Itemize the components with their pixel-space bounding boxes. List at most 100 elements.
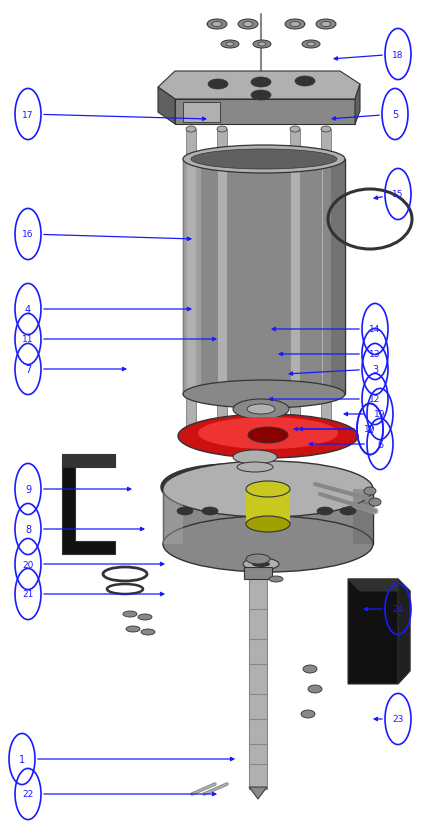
Ellipse shape [307,43,315,47]
Ellipse shape [183,146,345,174]
Bar [244,567,272,579]
Polygon shape [62,455,115,467]
Ellipse shape [246,481,290,497]
Ellipse shape [186,427,196,433]
Bar [217,130,227,429]
Text: 7: 7 [25,365,31,375]
Ellipse shape [301,710,315,718]
Ellipse shape [340,508,356,515]
Ellipse shape [237,462,273,472]
Text: 2: 2 [367,424,373,434]
Ellipse shape [233,399,289,419]
Polygon shape [355,85,360,125]
Ellipse shape [243,558,279,571]
Ellipse shape [252,562,270,567]
Ellipse shape [138,614,152,620]
Polygon shape [62,455,115,554]
Text: 19: 19 [374,410,386,419]
Ellipse shape [290,427,300,433]
Ellipse shape [302,41,320,49]
Ellipse shape [191,150,337,170]
Ellipse shape [198,418,338,449]
Bar [246,490,290,524]
Ellipse shape [295,77,315,87]
Bar [183,160,201,394]
Text: 3: 3 [372,365,378,375]
Text: 22: 22 [22,790,34,799]
Ellipse shape [178,414,358,458]
Ellipse shape [126,626,140,632]
Ellipse shape [243,22,253,27]
Text: 12: 12 [369,395,381,404]
Ellipse shape [246,516,290,533]
Ellipse shape [369,499,381,506]
Polygon shape [348,579,410,684]
Text: 23: 23 [392,715,404,724]
Ellipse shape [186,127,196,133]
Text: 15: 15 [392,190,404,199]
Ellipse shape [217,427,227,433]
Ellipse shape [226,43,234,47]
Ellipse shape [246,554,270,564]
Ellipse shape [207,20,227,30]
Ellipse shape [233,451,277,465]
Polygon shape [158,88,175,125]
Bar [321,130,331,429]
Ellipse shape [202,508,218,515]
Polygon shape [249,787,267,799]
Ellipse shape [316,20,336,30]
Text: 8: 8 [25,524,31,534]
Ellipse shape [247,404,275,414]
Ellipse shape [251,78,271,88]
Ellipse shape [212,22,222,27]
Text: 16: 16 [22,230,34,239]
Polygon shape [175,100,355,125]
Text: 9: 9 [25,485,31,495]
Ellipse shape [321,22,331,27]
Text: 14: 14 [369,325,381,334]
Bar [323,160,345,394]
Ellipse shape [285,20,305,30]
Ellipse shape [217,127,227,133]
Text: 24: 24 [392,605,404,614]
Text: 5: 5 [392,110,398,120]
Ellipse shape [177,508,193,515]
Ellipse shape [290,22,300,27]
Bar [183,160,345,394]
Ellipse shape [269,576,283,582]
Ellipse shape [123,611,137,617]
Bar [249,574,267,789]
Ellipse shape [321,127,331,133]
Bar [186,130,196,429]
Text: 13: 13 [369,350,381,359]
Bar [290,130,300,429]
Ellipse shape [317,508,333,515]
Ellipse shape [290,127,300,133]
Ellipse shape [248,428,288,443]
Ellipse shape [253,41,271,49]
Text: 18: 18 [392,50,404,60]
Bar [163,490,183,544]
Ellipse shape [251,91,271,101]
Text: 17: 17 [22,110,34,119]
Text: 20: 20 [22,560,34,569]
Ellipse shape [141,629,155,635]
Ellipse shape [238,20,258,30]
Ellipse shape [183,380,345,409]
Polygon shape [158,72,360,100]
Polygon shape [398,579,410,684]
Bar [163,490,373,544]
Ellipse shape [163,461,373,518]
Text: 6: 6 [377,439,383,449]
Ellipse shape [258,43,266,47]
Polygon shape [183,103,220,123]
Ellipse shape [364,487,376,495]
Ellipse shape [163,516,373,572]
Text: 4: 4 [25,304,31,314]
Polygon shape [348,579,410,591]
Bar [353,490,373,544]
Ellipse shape [303,665,317,673]
Ellipse shape [208,80,228,90]
Text: 10: 10 [364,425,376,434]
Text: 1: 1 [19,754,25,764]
